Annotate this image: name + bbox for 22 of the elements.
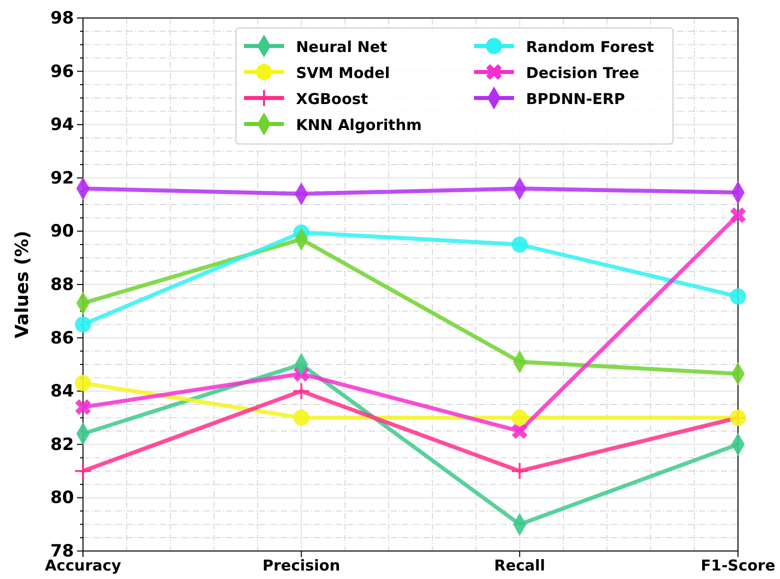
y-tick-label: 90: [50, 222, 74, 242]
legend-label: Decision Tree: [526, 64, 640, 82]
y-tick-label: 88: [50, 274, 74, 295]
legend-label: Random Forest: [526, 38, 654, 56]
legend-label: XGBoost: [296, 90, 368, 108]
x-tick-label: Precision: [262, 556, 340, 575]
y-tick-label: 82: [50, 434, 74, 455]
legend-label: Neural Net: [296, 38, 388, 56]
y-tick-label: 84: [50, 382, 74, 402]
y-tick-label: 98: [50, 8, 74, 28]
x-tick-label: F1-Score: [700, 556, 776, 575]
y-tick-label: 96: [50, 62, 74, 82]
y-tick-label: 80: [50, 488, 74, 508]
x-tick-label: Accuracy: [44, 556, 122, 575]
y-axis-title: Values (%): [12, 230, 33, 338]
legend-label: BPDNN-ERP: [526, 90, 626, 108]
y-tick-label: 86: [50, 328, 74, 348]
legend-label: KNN Algorithm: [296, 116, 422, 134]
legend-label: SVM Model: [296, 64, 390, 82]
x-tick-label: Recall: [494, 556, 546, 575]
y-tick-label: 92: [50, 168, 74, 188]
y-tick-label: 94: [50, 115, 74, 136]
